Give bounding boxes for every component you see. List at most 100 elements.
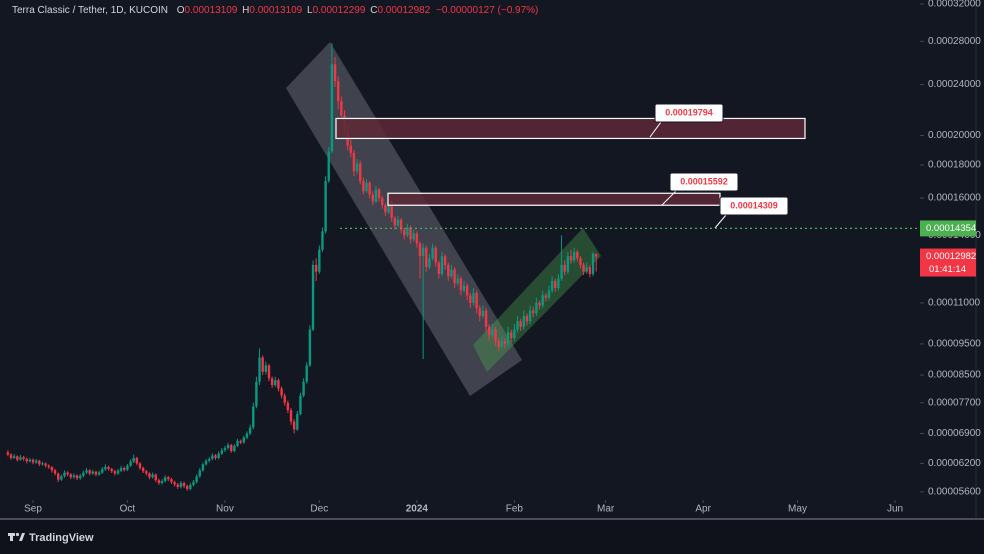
candle-body (148, 473, 151, 478)
candle-body (129, 461, 132, 466)
candle-body (585, 267, 588, 272)
candle-body (223, 448, 227, 451)
candle-body (261, 357, 264, 372)
candle-body (440, 256, 444, 274)
c-label: C (370, 5, 377, 16)
candle-body (330, 64, 334, 152)
candle-body (138, 463, 142, 468)
candle-body (393, 217, 397, 226)
candle-body (431, 247, 434, 259)
logo (8, 532, 25, 541)
candle-body (519, 321, 522, 327)
candle-body (157, 480, 161, 484)
candle-body (286, 402, 290, 411)
candle-body (296, 413, 299, 430)
candle-body (450, 269, 453, 277)
candle-body (594, 253, 598, 257)
candle-body (336, 81, 340, 102)
candle-body (167, 477, 170, 480)
candle-body (299, 395, 302, 414)
candle-body (63, 472, 66, 477)
brand: TradingView (29, 532, 94, 544)
callout-box (719, 196, 789, 216)
candle-body (547, 290, 551, 298)
candle-body (352, 152, 356, 172)
candle-body (418, 243, 422, 257)
y-tick-label: 0.00018000 (928, 160, 981, 171)
candle-body (230, 445, 233, 452)
candle-body (321, 231, 324, 250)
candle-body (302, 381, 305, 396)
callout-label: 0.00019794 (665, 107, 713, 117)
callout-label: 0.00014309 (730, 200, 778, 210)
candle-body (318, 249, 321, 272)
candle-body (116, 470, 120, 474)
y-tick-label: 0.00032000 (928, 0, 981, 10)
callout-label: 0.00015592 (680, 176, 728, 186)
candle-body (204, 460, 208, 465)
callout-pointer (661, 190, 677, 206)
x-tick-label: Nov (216, 504, 234, 515)
candle-body (289, 410, 293, 422)
candle-body (327, 151, 330, 182)
candle-body (201, 464, 205, 471)
candle-body (333, 64, 337, 82)
candle-body (554, 280, 557, 289)
level-tag (920, 220, 976, 237)
candle-body (472, 292, 475, 303)
x-tick-label: Oct (120, 504, 136, 515)
candle-body (544, 295, 548, 298)
candle-body (179, 483, 183, 487)
candle-body (75, 475, 79, 479)
y-tick-label: 0.00005600 (928, 487, 981, 498)
candle-body (503, 341, 507, 344)
candle-body (406, 227, 409, 236)
y-tick-label: 0.00011000 (928, 298, 981, 309)
candle-body (264, 365, 268, 372)
candle-body (198, 470, 201, 477)
candle-body (163, 477, 167, 482)
overlay: 0.00019794 0.00015592 0.00014309 (335, 103, 918, 230)
candle-body (532, 310, 535, 314)
candle-body (305, 365, 308, 382)
candle-body (425, 247, 428, 268)
countdown: 01:41:14 (929, 264, 966, 275)
y-tick-label: 0.00024000 (928, 79, 981, 90)
candle-body (478, 308, 481, 316)
candle-body (535, 302, 538, 314)
candle-body (453, 269, 456, 284)
candle-body (19, 457, 22, 460)
candle-body (387, 201, 390, 213)
footer-bar (0, 518, 984, 554)
x-tick-label: Mar (597, 504, 615, 515)
o-value: 0.00013109 (185, 5, 238, 16)
candle-body (484, 310, 488, 327)
candle-body (349, 145, 352, 153)
price-zone (387, 192, 721, 206)
x-tick-label: Dec (310, 504, 328, 515)
candle-body (44, 463, 47, 466)
candle-body (141, 467, 145, 472)
candle-body (192, 482, 195, 485)
candle-body (31, 459, 35, 463)
x-tick-label: Feb (506, 504, 524, 515)
last-price-label: 0.00012982 (926, 251, 976, 262)
candle-body (588, 267, 592, 274)
candle-body (185, 485, 189, 489)
candle-body (233, 445, 236, 452)
candle-body (60, 476, 63, 480)
candle-body (236, 440, 239, 446)
candle-body (41, 463, 44, 465)
candle-body (195, 476, 198, 483)
callout-box (669, 172, 739, 192)
candle-body (494, 329, 497, 342)
candle-body (119, 467, 123, 471)
candle-body (82, 472, 85, 476)
candle-body (173, 482, 176, 485)
candle-body (123, 467, 126, 470)
candle-body (421, 247, 425, 257)
candle-body (415, 233, 419, 244)
candle-body (214, 455, 217, 459)
y-tick-label: 0.00006200 (928, 458, 981, 469)
candle-body (475, 292, 478, 309)
